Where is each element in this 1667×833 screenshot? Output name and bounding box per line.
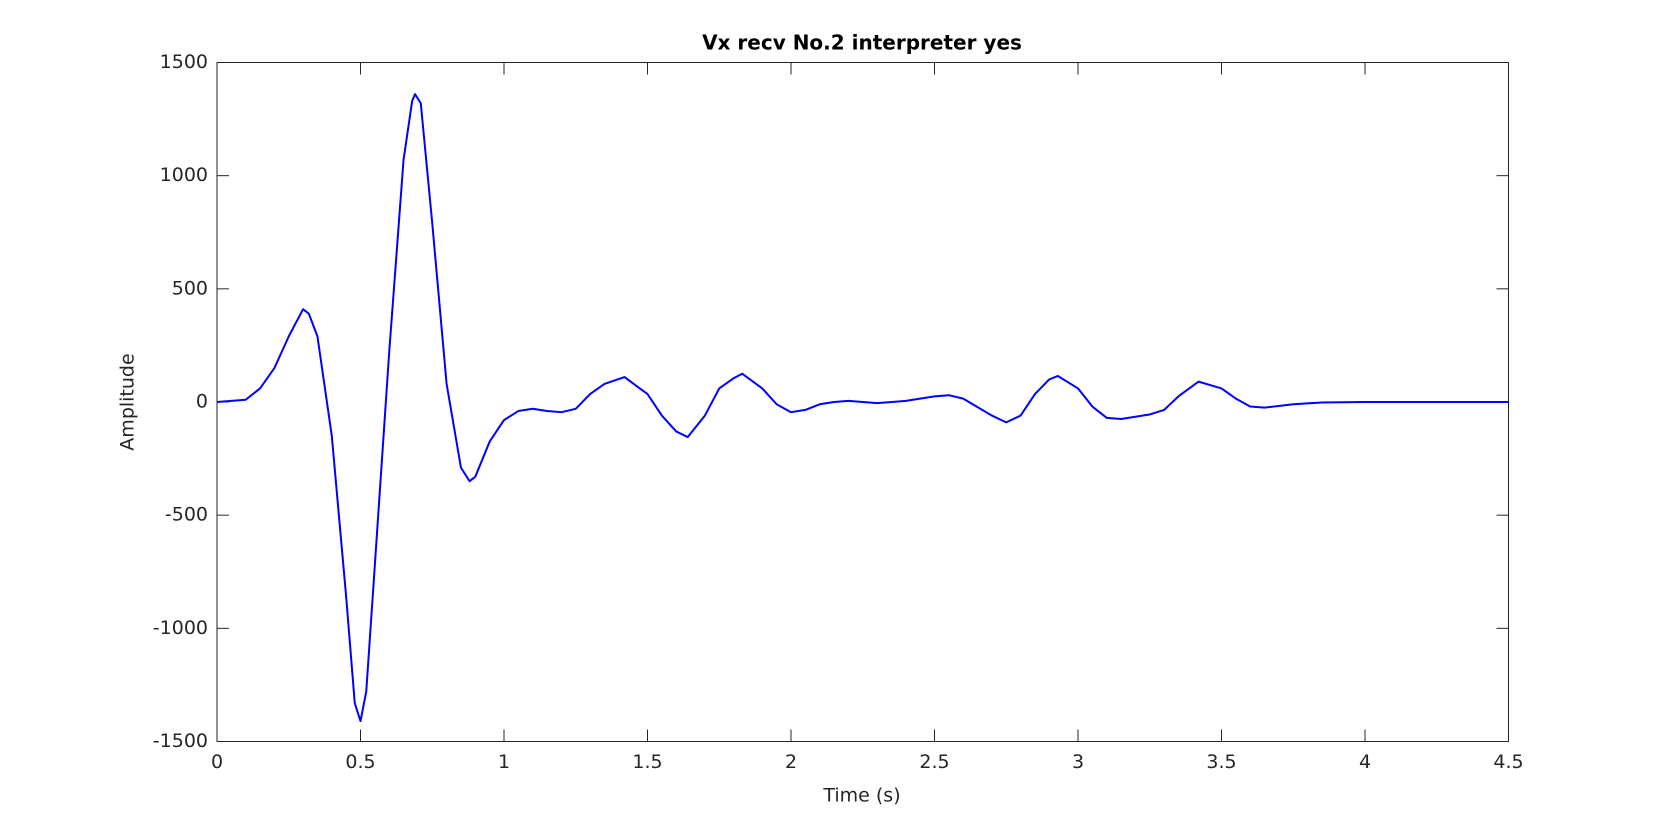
y-tick-label: -500 [165, 504, 208, 526]
y-tick-label: 0 [196, 391, 208, 413]
x-tick-label: 1.5 [632, 751, 662, 773]
x-tick-label: 2 [785, 751, 797, 773]
x-tick-label: 3.5 [1206, 751, 1236, 773]
x-axis-label: Time (s) [822, 785, 900, 807]
x-tick-label: 2.5 [919, 751, 949, 773]
x-tick-label: 3 [1072, 751, 1084, 773]
y-tick-label: 500 [172, 277, 208, 299]
y-tick-label: -1000 [153, 617, 208, 639]
x-tick-label: 4.5 [1493, 751, 1523, 773]
x-tick-label: 4 [1359, 751, 1371, 773]
y-tick-label: 1000 [160, 164, 208, 186]
x-tick-label: 0.5 [345, 751, 375, 773]
x-tick-label: 1 [498, 751, 510, 773]
x-tick-label: 0 [211, 751, 223, 773]
data-line [216, 93, 1509, 723]
y-tick-label: -1500 [153, 730, 208, 752]
y-tick-label: 1500 [160, 51, 208, 73]
y-axis-label: Amplitude [117, 353, 139, 450]
chart-title: Vx recv No.2 interpreter yes [702, 31, 1022, 55]
